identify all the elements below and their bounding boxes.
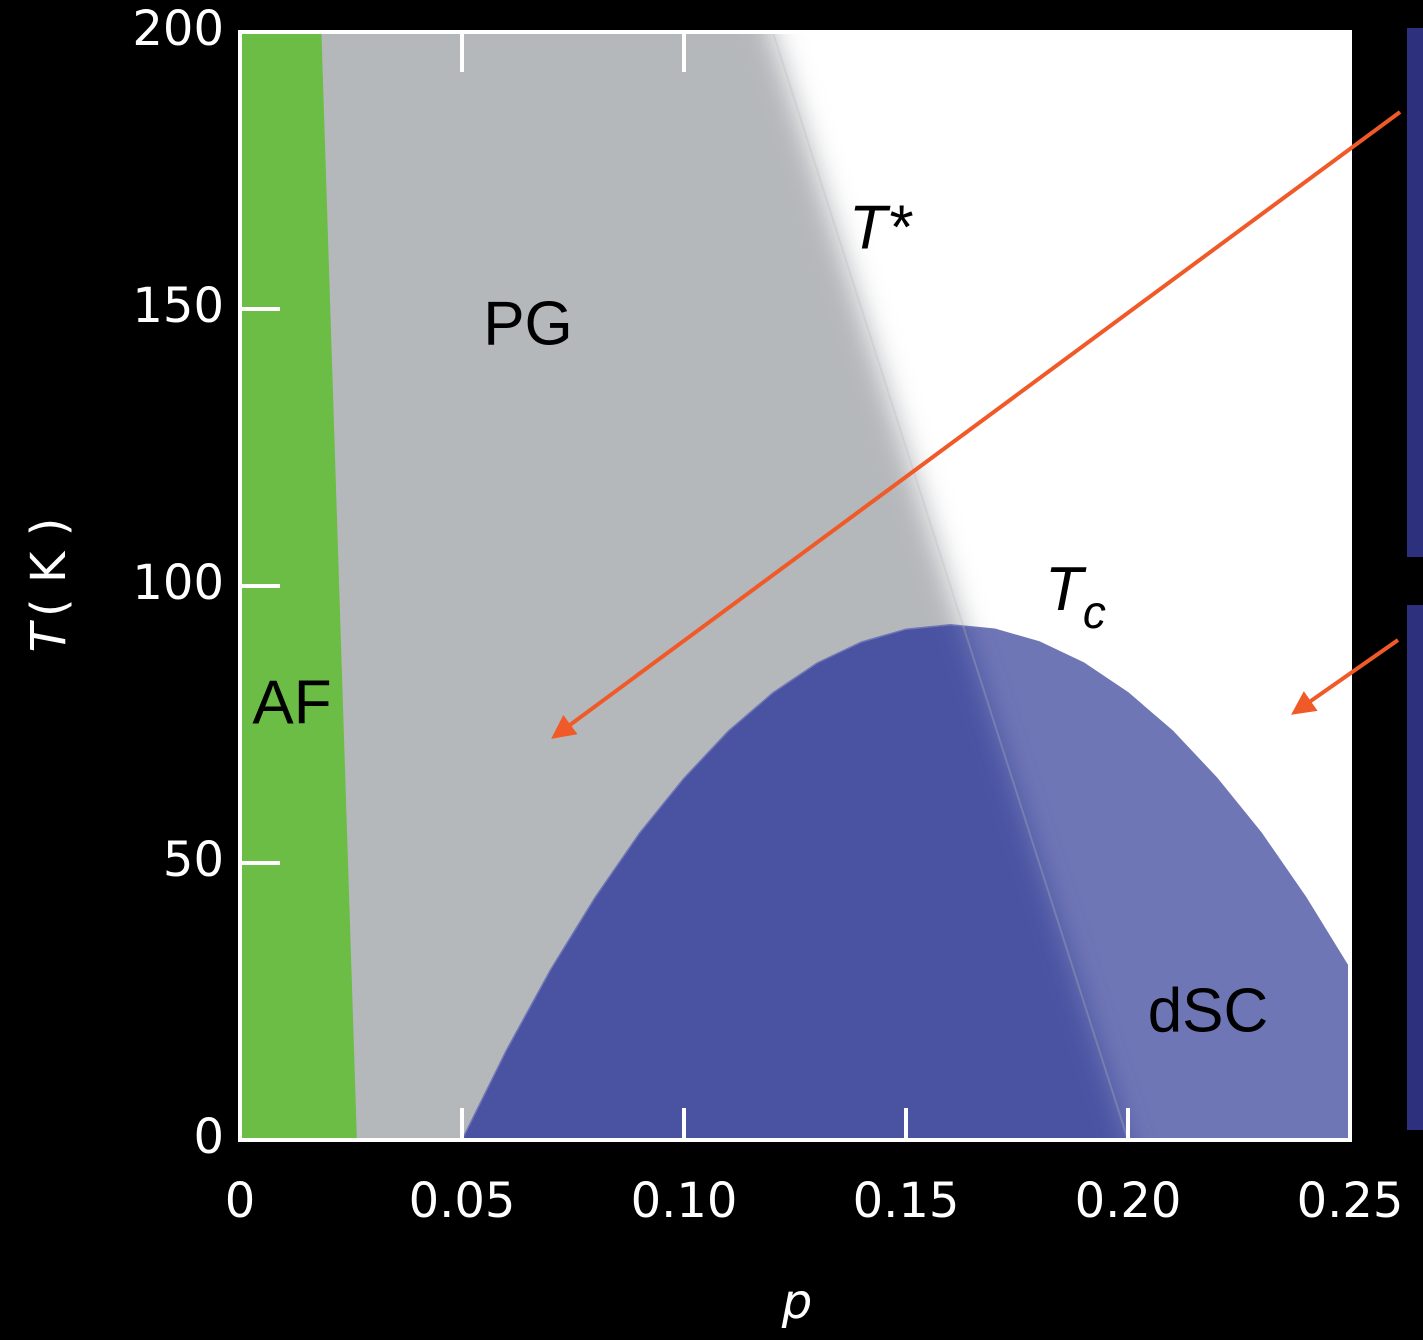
x-tick-label: 0.20 [1075, 1173, 1182, 1229]
region-label: dSC [1148, 976, 1269, 1045]
side-panel [1407, 28, 1423, 557]
region-label: AF [252, 668, 331, 737]
y-tick-label: 200 [132, 1, 224, 57]
curve-symbol: T [1045, 555, 1087, 624]
curve-label: T* [849, 193, 913, 262]
x-tick-label: 0.25 [1297, 1173, 1404, 1229]
y-tick-label: 100 [132, 555, 224, 611]
y-tick-label: 0 [193, 1109, 224, 1165]
y-axis-label: T( K ) [21, 518, 77, 653]
chart: 00.050.100.150.200.25050100150200 p T( K… [0, 0, 1423, 1336]
y-axis-symbol: T [21, 619, 77, 652]
x-tick-label: 0.05 [409, 1173, 516, 1229]
side-panel [1407, 605, 1423, 1130]
y-axis-unit: ( K ) [21, 518, 77, 617]
x-tick-label: 0.15 [853, 1173, 960, 1229]
curve-subscript: c [1083, 586, 1106, 638]
region-label: PG [483, 289, 573, 358]
x-tick-label: 0.10 [631, 1173, 738, 1229]
y-tick-label: 150 [132, 278, 224, 334]
x-tick-label: 0 [225, 1173, 256, 1229]
y-tick-label: 50 [163, 832, 224, 888]
x-axis-label: p [781, 1274, 812, 1330]
